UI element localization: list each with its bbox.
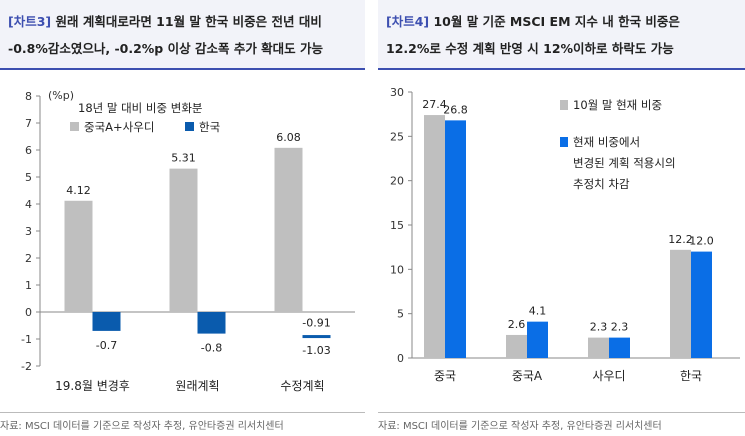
y-tick-label: 5 bbox=[397, 308, 404, 321]
unit-label: (%p) bbox=[48, 89, 74, 102]
y-tick-label: 30 bbox=[390, 86, 404, 99]
data-label: 4.12 bbox=[66, 184, 91, 197]
y-tick-label: 6 bbox=[25, 144, 32, 157]
chart-subtitle: 18년 말 대비 비중 변화분 bbox=[78, 101, 202, 115]
legend-swatch bbox=[560, 100, 568, 110]
bar-korea bbox=[92, 312, 121, 331]
y-tick-label: 2 bbox=[25, 252, 32, 265]
bar-adjusted-weight bbox=[609, 337, 630, 358]
chart4-source: 자료: MSCI 데이터를 기준으로 작성자 추정, 유안타증권 리서치센터 bbox=[378, 412, 745, 432]
chart3-panel: [차트3] 원래 계획대로라면 11월 말 한국 비중은 전년 대비 -0.8%… bbox=[0, 0, 365, 436]
chart4-panel: [차트4] 10월 말 기준 MSCI EM 지수 내 한국 비중은 12.2%… bbox=[378, 0, 745, 436]
legend-label-line: 변경된 계획 적용시의 bbox=[573, 156, 676, 170]
y-tick-label: 20 bbox=[390, 175, 404, 188]
y-tick-label: -2 bbox=[21, 360, 32, 373]
legend-label: 중국A+사우디 bbox=[84, 120, 154, 134]
chart4-tag: [차트4] bbox=[386, 14, 430, 29]
data-label: 12.0 bbox=[689, 235, 714, 248]
bar-china-saudi bbox=[274, 147, 303, 312]
x-tick-label: 한국 bbox=[680, 369, 702, 383]
chart4-title-text: 10월 말 기준 MSCI EM 지수 내 한국 비중은 bbox=[429, 14, 680, 29]
chart3-title-line2: -0.8%감소였으나, -0.2%p 이상 감소폭 추가 확대도 가능 bbox=[8, 41, 324, 56]
y-tick-label: 5 bbox=[25, 171, 32, 184]
y-tick-label: 1 bbox=[25, 279, 32, 292]
bar-adjusted-weight bbox=[691, 251, 712, 358]
bar-korea bbox=[197, 312, 226, 334]
y-tick-label: 25 bbox=[390, 130, 404, 143]
x-tick-label: 수정계획 bbox=[280, 379, 324, 393]
data-label: 2.3 bbox=[590, 321, 608, 334]
chart3-tag: [차트3] bbox=[8, 14, 52, 29]
y-tick-label: 7 bbox=[25, 117, 32, 130]
chart3-title-box: [차트3] 원래 계획대로라면 11월 말 한국 비중은 전년 대비 -0.8%… bbox=[0, 0, 365, 70]
bar-current-weight bbox=[670, 249, 691, 358]
data-label: 12.2 bbox=[668, 233, 693, 246]
x-tick-label: 중국 bbox=[434, 369, 456, 383]
y-tick-label: 10 bbox=[390, 263, 404, 276]
bar-china-saudi bbox=[64, 200, 93, 312]
bar-current-weight bbox=[506, 334, 527, 358]
x-tick-label: 중국A bbox=[512, 369, 543, 383]
data-label: 2.3 bbox=[611, 321, 629, 334]
chart4-title-box: [차트4] 10월 말 기준 MSCI EM 지수 내 한국 비중은 12.2%… bbox=[378, 0, 745, 70]
x-tick-label: 19.8월 변경후 bbox=[55, 379, 130, 393]
data-label: -0.8 bbox=[201, 342, 222, 355]
data-label: -1.03 bbox=[302, 344, 330, 357]
legend-label: 10월 말 현재 비중 bbox=[573, 98, 662, 112]
legend-swatch bbox=[560, 137, 568, 147]
chart4-title-line2: 12.2%로 수정 계획 반영 시 12%이하로 하락도 가능 bbox=[386, 41, 674, 56]
bar-adjusted-weight bbox=[445, 120, 466, 358]
bar-china-saudi bbox=[169, 168, 198, 312]
y-tick-label: 3 bbox=[25, 225, 32, 238]
bar-korea bbox=[302, 335, 331, 339]
legend-label-line: 추정치 차감 bbox=[573, 177, 630, 191]
x-tick-label: 원래계획 bbox=[175, 379, 219, 393]
y-tick-label: 4 bbox=[25, 198, 32, 211]
y-tick-label: 0 bbox=[25, 306, 32, 319]
data-label: -0.91 bbox=[302, 317, 330, 330]
bar-current-weight bbox=[588, 337, 609, 358]
data-label: 5.31 bbox=[171, 152, 196, 165]
y-tick-label: 0 bbox=[397, 352, 404, 365]
legend-label-line: 현재 비중에서 bbox=[573, 135, 640, 149]
legend-swatch bbox=[70, 122, 79, 131]
chart4-title-line1: [차트4] 10월 말 기준 MSCI EM 지수 내 한국 비중은 bbox=[386, 8, 737, 35]
y-tick-label: 15 bbox=[390, 219, 404, 232]
x-tick-label: 사우디 bbox=[592, 369, 625, 383]
bar-adjusted-weight bbox=[527, 321, 548, 358]
chart3-title-text: 원래 계획대로라면 11월 말 한국 비중은 전년 대비 bbox=[51, 14, 322, 29]
bar-current-weight bbox=[424, 115, 445, 358]
chart3-source: 자료: MSCI 데이터를 기준으로 작성자 추정, 유안타증권 리서치센터 bbox=[0, 412, 365, 432]
data-label: -0.7 bbox=[96, 339, 117, 352]
data-label: 2.6 bbox=[508, 318, 526, 331]
data-label: 27.4 bbox=[422, 98, 447, 111]
legend-swatch bbox=[185, 122, 194, 131]
data-label: 26.8 bbox=[443, 103, 468, 116]
legend-label: 한국 bbox=[199, 120, 220, 134]
data-label: 6.08 bbox=[276, 131, 301, 144]
y-tick-label: -1 bbox=[21, 333, 32, 346]
data-label: 4.1 bbox=[529, 305, 547, 318]
y-tick-label: 8 bbox=[25, 90, 32, 103]
chart3-title-line1: [차트3] 원래 계획대로라면 11월 말 한국 비중은 전년 대비 bbox=[8, 8, 357, 35]
